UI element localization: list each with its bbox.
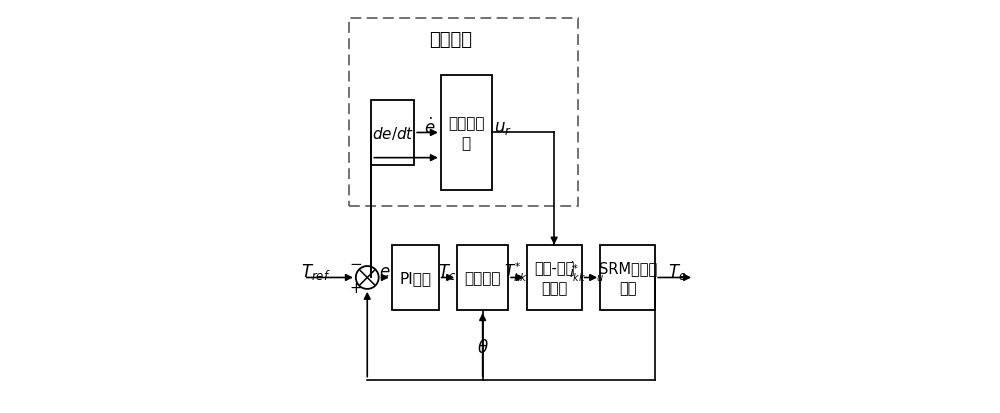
- Text: $T_c$: $T_c$: [438, 262, 456, 282]
- Bar: [392, 245, 439, 311]
- Bar: [527, 245, 582, 311]
- Text: $T_{ref}$: $T_{ref}$: [301, 262, 330, 282]
- Text: $T_{kk}^{*}$: $T_{kk}^{*}$: [504, 260, 528, 283]
- Text: $e$: $e$: [379, 263, 391, 281]
- Text: $u_r$: $u_r$: [494, 119, 512, 137]
- Text: 转矩分配: 转矩分配: [464, 271, 501, 285]
- Circle shape: [356, 266, 379, 289]
- Text: +: +: [350, 280, 363, 295]
- Bar: [349, 19, 578, 206]
- Bar: [457, 245, 508, 311]
- Text: −: −: [350, 256, 363, 271]
- Text: $\dot{i}_{kk-u}^{*}$: $\dot{i}_{kk-u}^{*}$: [569, 260, 604, 283]
- Bar: [371, 100, 414, 166]
- Text: $T_e$: $T_e$: [668, 262, 687, 282]
- Text: SRM非线性
系统: SRM非线性 系统: [599, 261, 657, 295]
- Text: 模糊补偿
器: 模糊补偿 器: [448, 116, 485, 150]
- Text: $\dot{e}$: $\dot{e}$: [424, 118, 435, 138]
- Bar: [600, 245, 655, 311]
- Bar: [441, 76, 492, 190]
- Text: 模糊补偿: 模糊补偿: [429, 31, 472, 48]
- Text: PI调节: PI调节: [399, 271, 431, 285]
- Text: $\theta$: $\theta$: [477, 338, 488, 356]
- Text: $de/dt$: $de/dt$: [372, 125, 414, 142]
- Text: 转矩-电流
逆模型: 转矩-电流 逆模型: [534, 261, 574, 295]
